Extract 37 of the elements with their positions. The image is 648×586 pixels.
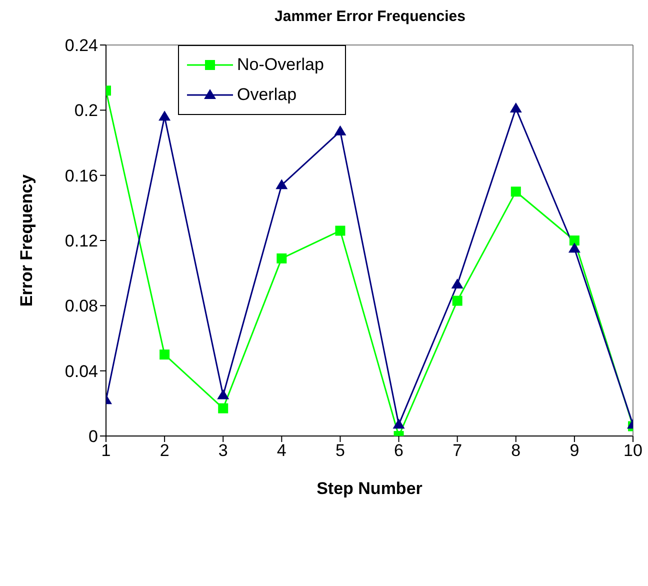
chart-title: Jammer Error Frequencies xyxy=(274,8,466,25)
point xyxy=(392,418,405,429)
point xyxy=(160,350,170,360)
point xyxy=(276,253,287,264)
point xyxy=(335,226,346,236)
y-tick-label: 0 xyxy=(88,427,98,446)
y-tick-label: 0.2 xyxy=(74,101,98,120)
x-tick-label: 6 xyxy=(394,441,404,460)
point xyxy=(452,296,462,306)
y-tick-label: 0.16 xyxy=(64,166,98,186)
x-tick-label: 10 xyxy=(624,441,642,460)
x-tick-label: 8 xyxy=(511,441,521,460)
x-tick-label: 7 xyxy=(452,441,462,460)
x-tick-label: 4 xyxy=(276,441,286,460)
point xyxy=(217,389,230,400)
y-tick-label: 0.08 xyxy=(64,296,98,316)
point xyxy=(276,179,288,190)
point xyxy=(158,110,171,121)
x-tick-label: 9 xyxy=(570,441,580,460)
point xyxy=(334,125,346,136)
point xyxy=(568,242,580,253)
x-tick-label: 3 xyxy=(218,441,228,460)
legend-label: Overlap xyxy=(237,85,297,105)
point xyxy=(218,403,228,414)
x-axis-title: Step Number xyxy=(316,479,423,498)
y-tick-label: 0.04 xyxy=(64,362,98,381)
legend-label: No-Overlap xyxy=(237,55,324,75)
point xyxy=(510,186,521,197)
point xyxy=(510,102,522,113)
x-tick-label: 5 xyxy=(335,441,345,460)
y-tick-label: 0.24 xyxy=(64,36,98,56)
x-tick-label: 2 xyxy=(160,441,170,460)
point xyxy=(451,278,464,288)
y-axis-title: Error Frequency xyxy=(17,174,36,307)
x-tick-label: 1 xyxy=(101,441,111,460)
y-tick-label: 0.12 xyxy=(64,232,98,251)
point xyxy=(569,236,580,246)
